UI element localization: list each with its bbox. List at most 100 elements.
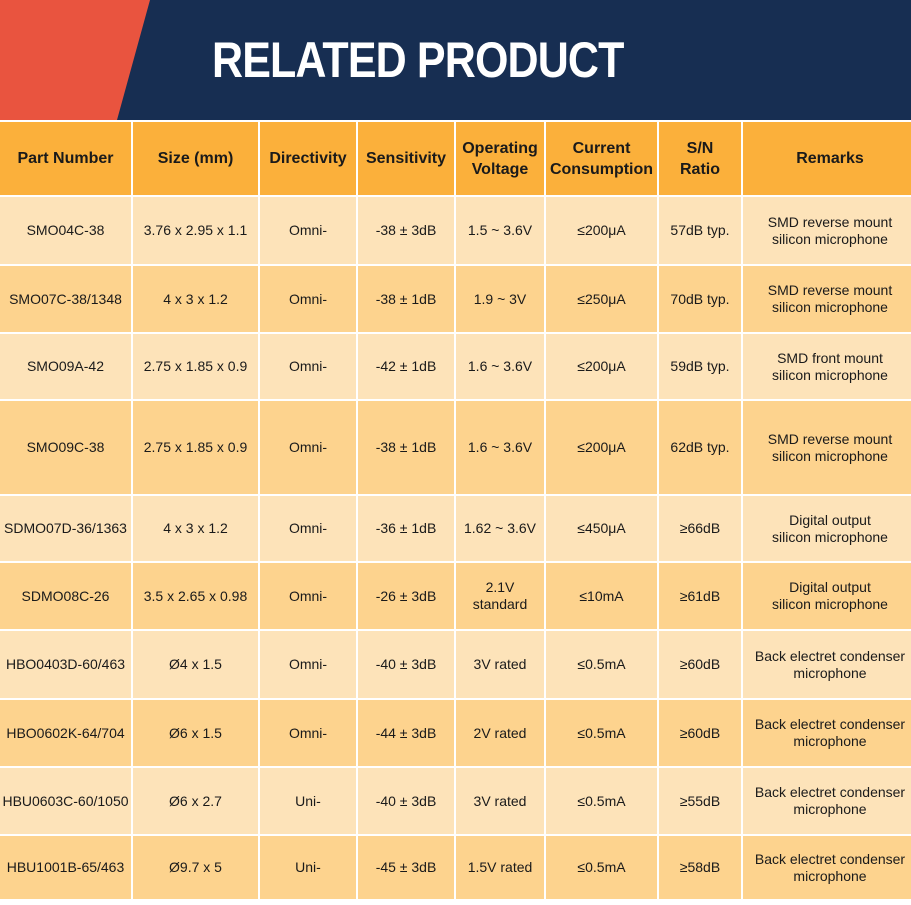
table-cell: Ø6 x 1.5 xyxy=(133,700,258,766)
title-banner: RELATED PRODUCT xyxy=(0,0,911,120)
table-row: SMO09A-42 2.75 x 1.85 x 0.9 Omni- -42 ± 1dB… xyxy=(0,334,911,399)
table-cell: SMO09C-38 xyxy=(0,401,131,494)
header-row: Part Number Size (mm) Directivity Sensitivi… xyxy=(0,122,911,195)
accent-shape xyxy=(0,0,150,120)
table-cell: SDMO08C-26 xyxy=(0,563,131,629)
table-row: SDMO08C-26 3.5 x 2.65 x 0.98 Omni- -26 ± 3d… xyxy=(0,563,911,629)
table-cell: -40 ± 3dB xyxy=(358,768,454,834)
table-cell: SMD reverse mount silicon microphone xyxy=(743,197,911,264)
table-cell: 3.76 x 2.95 x 1.1 xyxy=(133,197,258,264)
table-row: SMO07C-38/1348 4 x 3 x 1.2 Omni- -38 ± 1dB 1… xyxy=(0,266,911,332)
table-cell: HBO0602K-64/704 xyxy=(0,700,131,766)
column-header: Part Number xyxy=(0,122,131,195)
table-row: HBU0603C-60/1050 Ø6 x 2.7 Uni- -40 ± 3dB 3V … xyxy=(0,768,911,834)
table-cell: ≤0.5mA xyxy=(546,700,657,766)
table-cell: 2.75 x 1.85 x 0.9 xyxy=(133,334,258,399)
table-cell: ≤0.5mA xyxy=(546,768,657,834)
table-cell: Omni- xyxy=(260,197,356,264)
table-cell: ≤200μA xyxy=(546,197,657,264)
table-cell: 4 x 3 x 1.2 xyxy=(133,496,258,561)
table-cell: 59dB typ. xyxy=(659,334,741,399)
table-cell: 1.9 ~ 3V xyxy=(456,266,544,332)
table-cell: 62dB typ. xyxy=(659,401,741,494)
table-cell: -36 ± 1dB xyxy=(358,496,454,561)
table-cell: ≥55dB xyxy=(659,768,741,834)
table-cell: -26 ± 3dB xyxy=(358,563,454,629)
table-cell: Uni- xyxy=(260,836,356,899)
table-cell: Back electret condenser microphone xyxy=(743,768,911,834)
table-cell: 4 x 3 x 1.2 xyxy=(133,266,258,332)
table-cell: Back electret condenser microphone xyxy=(743,700,911,766)
table-cell: 3.5 x 2.65 x 0.98 xyxy=(133,563,258,629)
table-cell: -42 ± 1dB xyxy=(358,334,454,399)
column-header: Sensitivity xyxy=(358,122,454,195)
table-cell: ≤450μA xyxy=(546,496,657,561)
table-cell: ≤200μA xyxy=(546,401,657,494)
table-cell: Digital output silicon microphone xyxy=(743,563,911,629)
column-header: S/N Ratio xyxy=(659,122,741,195)
table-row: HBO0602K-64/704 Ø6 x 1.5 Omni- -44 ± 3dB 2V … xyxy=(0,700,911,766)
table-cell: Omni- xyxy=(260,401,356,494)
table-cell: -45 ± 3dB xyxy=(358,836,454,899)
table-cell: SMD reverse mount silicon microphone xyxy=(743,266,911,332)
table-cell: Back electret condenser microphone xyxy=(743,836,911,899)
page-title: RELATED PRODUCT xyxy=(212,32,624,88)
table-cell: ≤0.5mA xyxy=(546,631,657,698)
table-row: HBU1001B-65/463 Ø9.7 x 5 Uni- -45 ± 3dB 1.5V… xyxy=(0,836,911,899)
table-cell: 1.5V rated xyxy=(456,836,544,899)
table-cell: -38 ± 1dB xyxy=(358,401,454,494)
table-cell: Digital output silicon microphone xyxy=(743,496,911,561)
table-cell: -44 ± 3dB xyxy=(358,700,454,766)
table-cell: HBO0403D-60/463 xyxy=(0,631,131,698)
table-cell: Omni- xyxy=(260,334,356,399)
column-header: Remarks xyxy=(743,122,911,195)
table-cell: 3V rated xyxy=(456,768,544,834)
table-cell: 1.62 ~ 3.6V xyxy=(456,496,544,561)
table-cell: 2V rated xyxy=(456,700,544,766)
table-cell: 3V rated xyxy=(456,631,544,698)
column-header: Directivity xyxy=(260,122,356,195)
table-cell: Ø9.7 x 5 xyxy=(133,836,258,899)
table-cell: HBU0603C-60/1050 xyxy=(0,768,131,834)
table-cell: Omni- xyxy=(260,496,356,561)
table-cell: 1.5 ~ 3.6V xyxy=(456,197,544,264)
table-cell: ≥61dB xyxy=(659,563,741,629)
table-cell: ≤250μA xyxy=(546,266,657,332)
table-cell: 70dB typ. xyxy=(659,266,741,332)
table-cell: SMO07C-38/1348 xyxy=(0,266,131,332)
table-cell: SDMO07D-36/1363 xyxy=(0,496,131,561)
table-cell: -38 ± 1dB xyxy=(358,266,454,332)
table-cell: -40 ± 3dB xyxy=(358,631,454,698)
table-row: SMO09C-38 2.75 x 1.85 x 0.9 Omni- -38 ± 1dB… xyxy=(0,401,911,494)
column-header: Size (mm) xyxy=(133,122,258,195)
column-header: Operating Voltage xyxy=(456,122,544,195)
table-cell: Ø4 x 1.5 xyxy=(133,631,258,698)
table-cell: ≥66dB xyxy=(659,496,741,561)
table-cell: ≥58dB xyxy=(659,836,741,899)
table-cell: 2.1V standard xyxy=(456,563,544,629)
table-row: SMO04C-38 3.76 x 2.95 x 1.1 Omni- -38 ± 3dB… xyxy=(0,197,911,264)
table-cell: SMD reverse mount silicon microphone xyxy=(743,401,911,494)
table-row: HBO0403D-60/463 Ø4 x 1.5 Omni- -40 ± 3dB 3V … xyxy=(0,631,911,698)
table-cell: ≥60dB xyxy=(659,700,741,766)
table-cell: Uni- xyxy=(260,768,356,834)
table-cell: SMO04C-38 xyxy=(0,197,131,264)
table-cell: 1.6 ~ 3.6V xyxy=(456,401,544,494)
table-cell: 57dB typ. xyxy=(659,197,741,264)
table-cell: Omni- xyxy=(260,631,356,698)
table-cell: ≤0.5mA xyxy=(546,836,657,899)
column-header: Current Consumption xyxy=(546,122,657,195)
table-row: SDMO07D-36/1363 4 x 3 x 1.2 Omni- -36 ± 1dB… xyxy=(0,496,911,561)
table-cell: ≥60dB xyxy=(659,631,741,698)
table-cell: Omni- xyxy=(260,266,356,332)
table-cell: Ø6 x 2.7 xyxy=(133,768,258,834)
product-table: Part Number Size (mm) Directivity Sensitivi… xyxy=(0,120,911,901)
table-cell: HBU1001B-65/463 xyxy=(0,836,131,899)
table-cell: 2.75 x 1.85 x 0.9 xyxy=(133,401,258,494)
table-cell: SMO09A-42 xyxy=(0,334,131,399)
table-cell: -38 ± 3dB xyxy=(358,197,454,264)
table-cell: 1.6 ~ 3.6V xyxy=(456,334,544,399)
table-cell: SMD front mount silicon microphone xyxy=(743,334,911,399)
table-cell: Omni- xyxy=(260,563,356,629)
table-cell: ≤200μA xyxy=(546,334,657,399)
